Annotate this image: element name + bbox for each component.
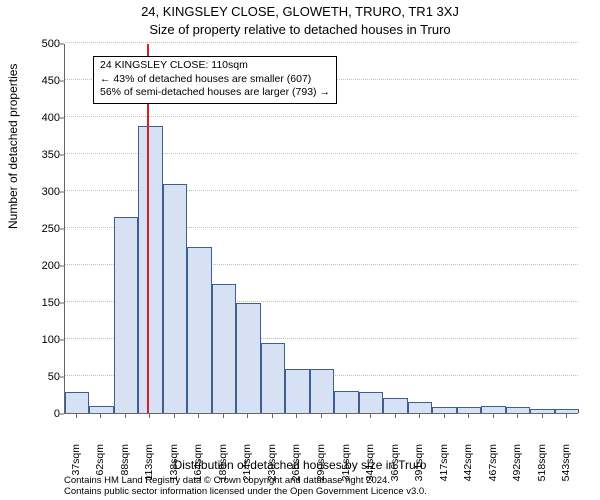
y-axis-label: Number of detached properties xyxy=(6,64,20,229)
x-tick-mark xyxy=(395,414,396,418)
y-tick-mark xyxy=(60,229,64,230)
histogram-bar xyxy=(163,184,187,413)
histogram-bar xyxy=(285,369,309,413)
x-tick-mark xyxy=(517,414,518,418)
x-tick-label: 37sqm xyxy=(70,444,82,484)
x-tick-mark xyxy=(223,414,224,418)
histogram-bar xyxy=(65,392,89,413)
x-tick-label: 290sqm xyxy=(315,444,327,484)
x-tick-mark xyxy=(100,414,101,418)
y-tick-label: 50 xyxy=(10,371,60,383)
x-tick-mark xyxy=(566,414,567,418)
x-tick-label: 442sqm xyxy=(462,444,474,484)
histogram-bar xyxy=(212,284,236,414)
annotation-line1: 24 KINGSLEY CLOSE: 110sqm xyxy=(100,59,330,73)
x-tick-label: 138sqm xyxy=(168,444,180,484)
y-tick-label: 200 xyxy=(10,260,60,272)
y-tick-mark xyxy=(60,340,64,341)
histogram-bar xyxy=(236,303,260,413)
x-tick-label: 315sqm xyxy=(340,444,352,484)
gridline-h xyxy=(65,42,578,43)
x-tick-label: 417sqm xyxy=(438,444,450,484)
histogram-bar xyxy=(310,369,334,413)
y-tick-mark xyxy=(60,118,64,119)
histogram-bar xyxy=(432,407,456,413)
y-tick-mark xyxy=(60,44,64,45)
x-tick-mark xyxy=(125,414,126,418)
histogram-bar xyxy=(114,217,138,413)
x-tick-mark xyxy=(542,414,543,418)
annotation-box: 24 KINGSLEY CLOSE: 110sqm ← 43% of detac… xyxy=(93,56,337,104)
y-tick-mark xyxy=(60,414,64,415)
x-tick-mark xyxy=(247,414,248,418)
y-tick-label: 100 xyxy=(10,334,60,346)
x-tick-mark xyxy=(346,414,347,418)
annotation-line2: ← 43% of detached houses are smaller (60… xyxy=(100,73,330,87)
histogram-bar xyxy=(359,392,383,413)
x-tick-mark xyxy=(198,414,199,418)
histogram-bar xyxy=(481,406,505,413)
histogram-bar xyxy=(334,391,358,413)
x-tick-label: 518sqm xyxy=(536,444,548,484)
x-tick-label: 467sqm xyxy=(487,444,499,484)
x-tick-mark xyxy=(321,414,322,418)
histogram-bar xyxy=(89,406,113,413)
chart-container: 24, KINGSLEY CLOSE, GLOWETH, TRURO, TR1 … xyxy=(0,0,600,500)
x-tick-mark xyxy=(76,414,77,418)
x-tick-label: 391sqm xyxy=(413,444,425,484)
y-tick-mark xyxy=(60,377,64,378)
histogram-bar xyxy=(555,409,579,413)
y-tick-mark xyxy=(60,303,64,304)
x-tick-mark xyxy=(296,414,297,418)
x-tick-mark xyxy=(149,414,150,418)
histogram-bar xyxy=(457,407,481,413)
x-tick-label: 341sqm xyxy=(364,444,376,484)
histogram-bar xyxy=(506,407,530,413)
y-tick-label: 400 xyxy=(10,112,60,124)
y-tick-label: 350 xyxy=(10,149,60,161)
x-tick-label: 164sqm xyxy=(192,444,204,484)
x-tick-mark xyxy=(493,414,494,418)
x-tick-label: 492sqm xyxy=(511,444,523,484)
x-tick-mark xyxy=(444,414,445,418)
histogram-bar xyxy=(187,247,211,414)
x-tick-mark xyxy=(272,414,273,418)
y-tick-mark xyxy=(60,266,64,267)
histogram-bar xyxy=(138,126,162,413)
y-tick-label: 250 xyxy=(10,223,60,235)
y-tick-label: 500 xyxy=(10,38,60,50)
y-tick-label: 0 xyxy=(10,408,60,420)
footer-line2: Contains public sector information licen… xyxy=(64,487,590,498)
x-tick-label: 189sqm xyxy=(217,444,229,484)
histogram-bar xyxy=(408,402,432,413)
histogram-bar xyxy=(383,398,407,413)
y-tick-mark xyxy=(60,155,64,156)
x-tick-mark xyxy=(174,414,175,418)
y-tick-label: 300 xyxy=(10,186,60,198)
x-tick-label: 214sqm xyxy=(241,444,253,484)
x-tick-label: 265sqm xyxy=(290,444,302,484)
title-sub: Size of property relative to detached ho… xyxy=(0,22,600,37)
x-tick-mark xyxy=(419,414,420,418)
x-tick-label: 366sqm xyxy=(389,444,401,484)
title-main: 24, KINGSLEY CLOSE, GLOWETH, TRURO, TR1 … xyxy=(0,4,600,19)
y-tick-label: 150 xyxy=(10,297,60,309)
gridline-h xyxy=(65,116,578,117)
x-tick-mark xyxy=(370,414,371,418)
x-tick-label: 113sqm xyxy=(143,444,155,484)
annotation-line3: 56% of semi-detached houses are larger (… xyxy=(100,86,330,100)
y-tick-label: 450 xyxy=(10,75,60,87)
histogram-bar xyxy=(261,343,285,413)
histogram-bar xyxy=(530,409,554,413)
x-tick-label: 88sqm xyxy=(119,444,131,484)
x-tick-label: 62sqm xyxy=(94,444,106,484)
x-tick-label: 239sqm xyxy=(266,444,278,484)
x-tick-mark xyxy=(468,414,469,418)
y-tick-mark xyxy=(60,192,64,193)
x-tick-label: 543sqm xyxy=(560,444,572,484)
y-tick-mark xyxy=(60,81,64,82)
